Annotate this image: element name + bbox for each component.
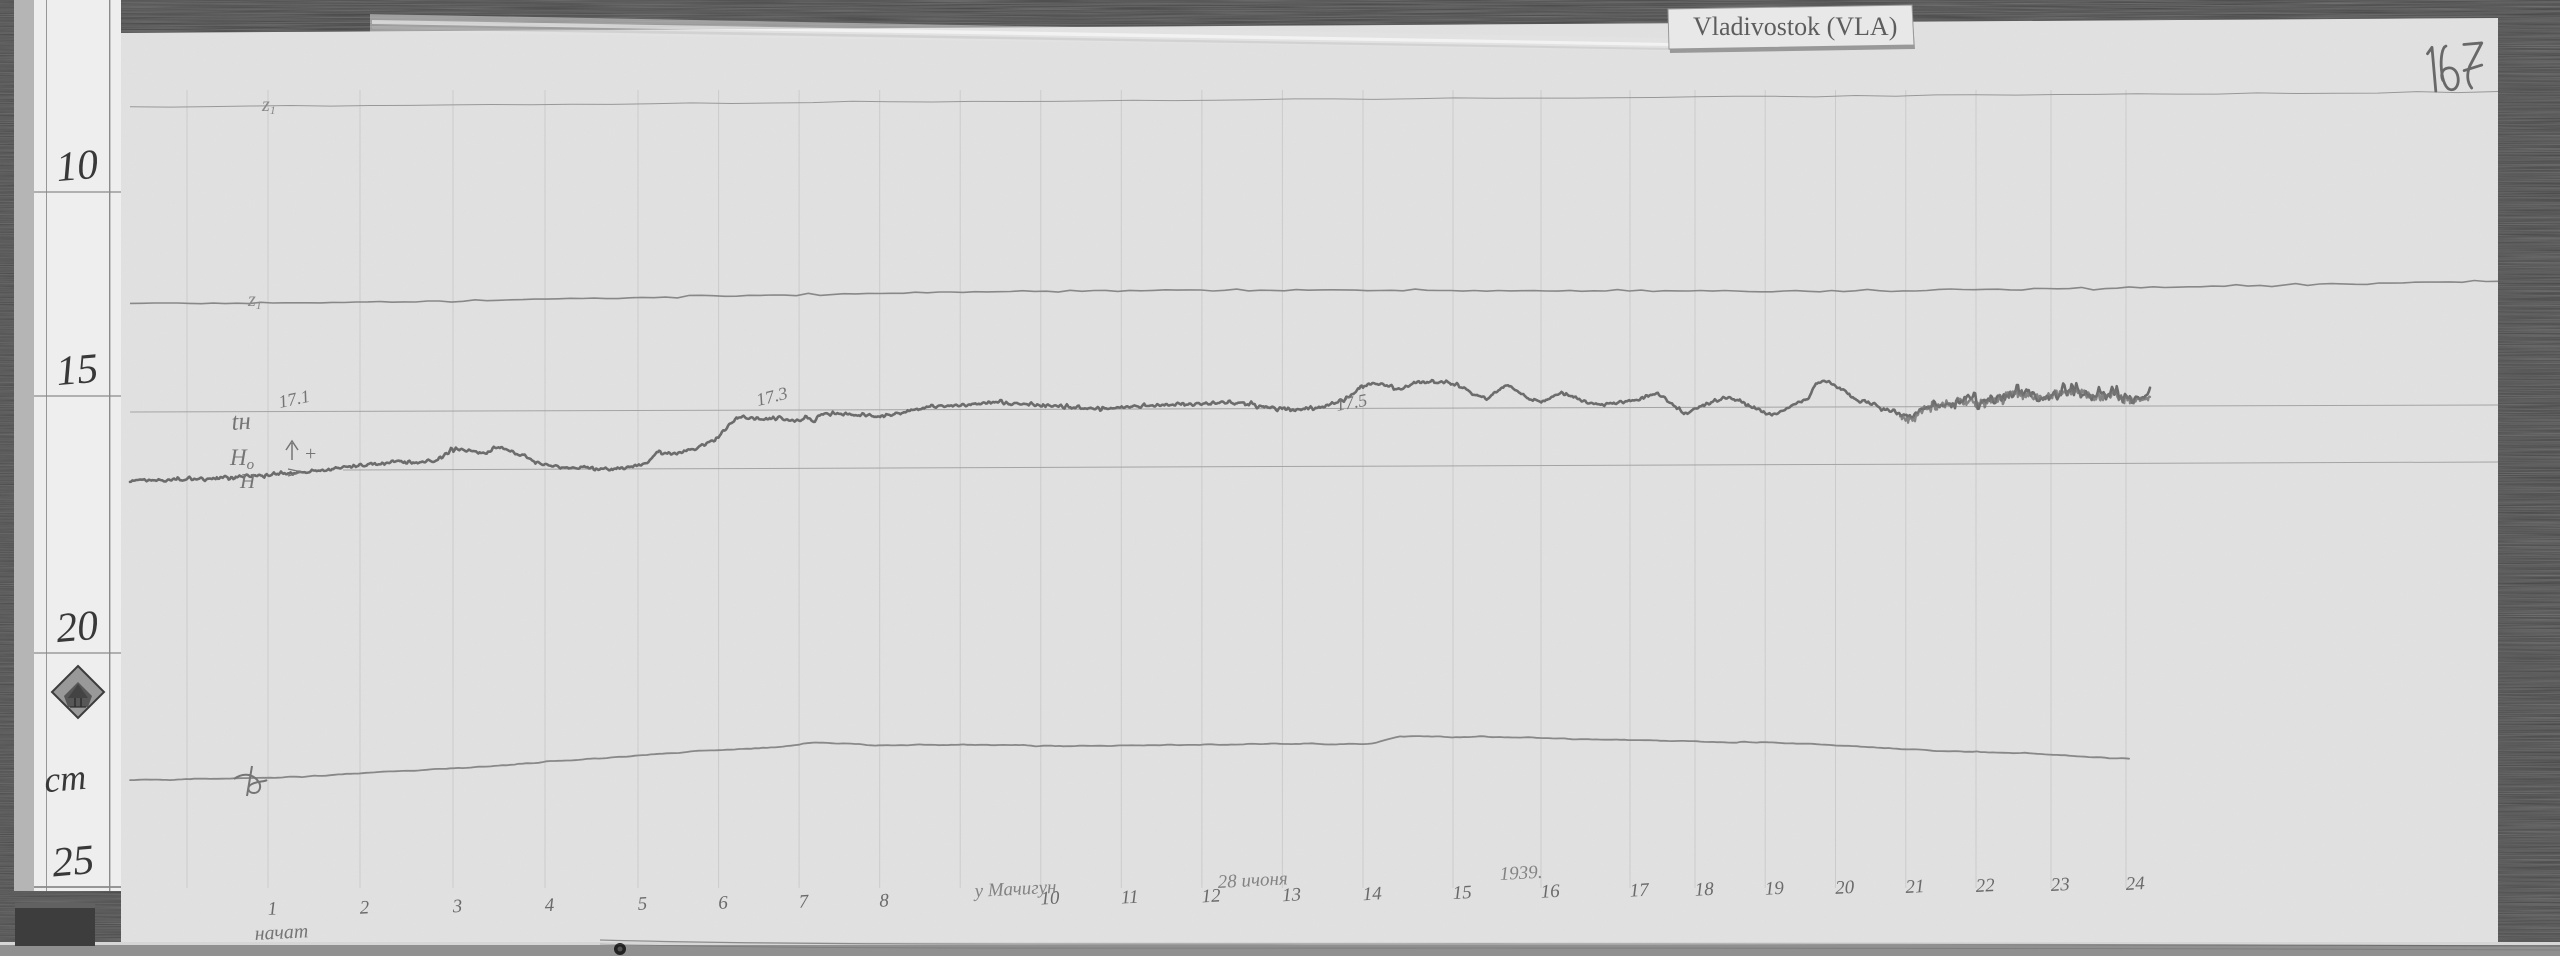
svg-text:Vladivostok (VLA): Vladivostok (VLA) bbox=[1693, 12, 1897, 41]
